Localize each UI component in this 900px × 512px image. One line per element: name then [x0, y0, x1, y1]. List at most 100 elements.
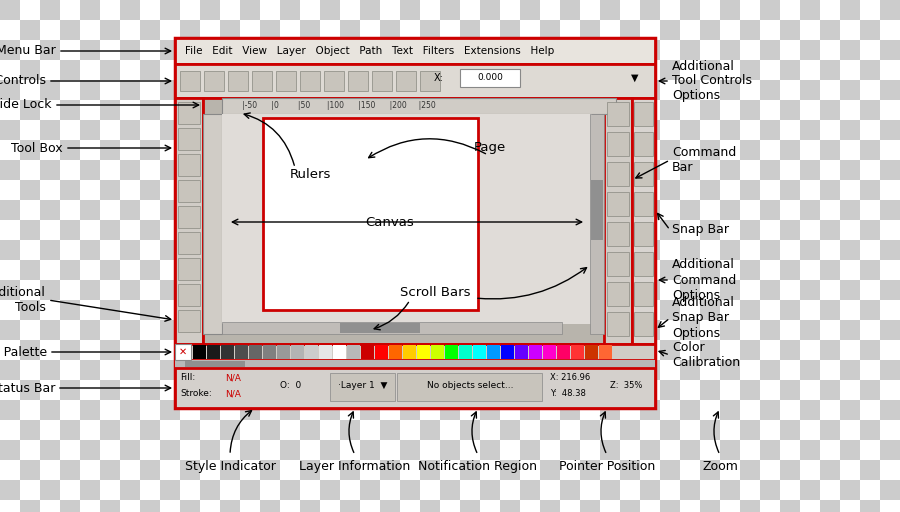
Bar	[220, 100, 240, 120]
Bar	[840, 80, 860, 100]
Bar	[480, 500, 500, 512]
Bar	[0, 100, 20, 120]
Bar	[80, 160, 100, 180]
Bar	[120, 240, 140, 260]
Bar	[515, 345, 528, 359]
Bar	[220, 500, 240, 512]
Bar	[520, 200, 540, 220]
Bar	[200, 80, 220, 100]
Bar	[740, 280, 760, 300]
Bar	[420, 440, 440, 460]
Bar	[520, 380, 540, 400]
Bar	[380, 360, 400, 380]
Bar	[80, 420, 100, 440]
Bar	[440, 500, 460, 512]
Bar	[620, 500, 640, 512]
Bar	[360, 280, 380, 300]
Bar	[203, 114, 222, 334]
Bar	[20, 100, 40, 120]
Bar	[720, 500, 740, 512]
Text: 0.000: 0.000	[477, 74, 503, 82]
Bar	[320, 340, 340, 360]
Bar	[740, 260, 760, 280]
Bar	[680, 120, 700, 140]
Bar	[20, 320, 40, 340]
Bar	[780, 40, 800, 60]
Bar	[100, 280, 120, 300]
Bar	[860, 200, 880, 220]
Bar	[860, 460, 880, 480]
Bar	[60, 320, 80, 340]
Bar	[480, 160, 500, 180]
Bar	[80, 380, 100, 400]
Bar	[780, 300, 800, 320]
Bar	[760, 460, 780, 480]
Bar	[220, 260, 240, 280]
Bar	[840, 440, 860, 460]
Bar	[380, 320, 400, 340]
Bar	[740, 500, 760, 512]
Bar	[860, 480, 880, 500]
Bar	[120, 40, 140, 60]
Bar	[660, 280, 680, 300]
Bar	[800, 300, 820, 320]
Bar	[880, 440, 900, 460]
Bar	[240, 420, 260, 440]
Bar	[180, 300, 200, 320]
Bar	[600, 40, 620, 60]
Bar	[140, 0, 160, 20]
Bar	[240, 220, 260, 240]
Bar	[160, 380, 180, 400]
Bar	[640, 300, 660, 320]
Bar	[560, 200, 580, 220]
Bar	[480, 200, 500, 220]
Bar	[480, 280, 500, 300]
Bar	[80, 240, 100, 260]
Bar	[780, 20, 800, 40]
Bar	[440, 140, 460, 160]
Bar	[860, 140, 880, 160]
Bar	[740, 460, 760, 480]
Bar	[360, 320, 380, 340]
Bar	[760, 200, 780, 220]
Bar	[780, 280, 800, 300]
Bar	[620, 60, 640, 80]
Bar	[500, 340, 520, 360]
Bar	[740, 240, 760, 260]
Bar	[340, 180, 360, 200]
Bar	[400, 460, 420, 480]
Bar	[80, 20, 100, 40]
Bar	[291, 345, 304, 359]
Bar	[460, 240, 480, 260]
Text: Color Palette: Color Palette	[0, 346, 47, 358]
Bar	[200, 140, 220, 160]
Bar	[820, 140, 840, 160]
Bar	[235, 345, 248, 359]
Bar	[80, 220, 100, 240]
Bar	[420, 140, 440, 160]
Bar	[240, 300, 260, 320]
Bar	[620, 340, 640, 360]
Bar	[860, 0, 880, 20]
Bar	[880, 60, 900, 80]
Bar	[420, 360, 440, 380]
Bar	[277, 345, 290, 359]
Bar	[740, 140, 760, 160]
Bar	[140, 40, 160, 60]
Bar	[160, 460, 180, 480]
Bar	[100, 140, 120, 160]
Bar	[560, 60, 580, 80]
Text: Z:  35%: Z: 35%	[610, 381, 643, 391]
Bar	[620, 120, 640, 140]
Bar	[180, 420, 200, 440]
Bar	[360, 440, 380, 460]
Bar	[660, 360, 680, 380]
Bar	[520, 40, 540, 60]
Bar	[840, 380, 860, 400]
Bar	[360, 220, 380, 240]
Bar	[160, 80, 180, 100]
Bar	[400, 440, 420, 460]
Bar	[580, 80, 600, 100]
Bar	[820, 320, 840, 340]
Bar	[180, 100, 200, 120]
